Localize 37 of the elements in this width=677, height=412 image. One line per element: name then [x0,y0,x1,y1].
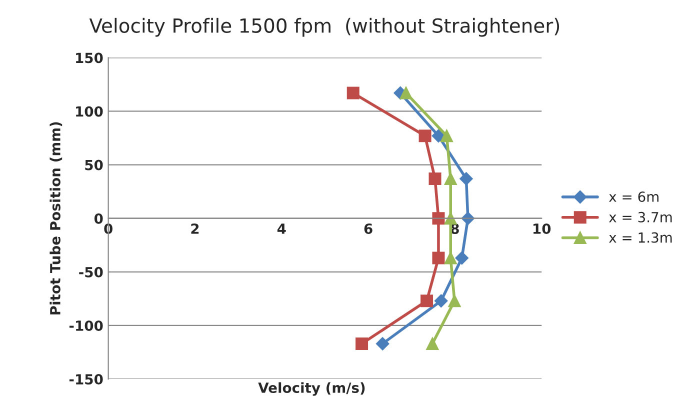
point [440,130,453,142]
legend-label: x = 6m [609,192,658,202]
point [444,252,457,264]
x-tick-label: 2 [191,223,199,234]
point [444,212,457,225]
point [448,294,461,308]
point [432,129,446,142]
point [460,172,473,186]
y-tick-label: -50 [79,266,103,278]
legend-label: x = 3.7m [609,212,672,222]
point [420,294,434,308]
x-tick-label: 6 [364,223,372,234]
point [444,172,457,185]
y-tick-label: 50 [85,160,103,170]
y-tick-label: -100 [69,320,103,331]
y-tick-label: 150 [76,52,103,64]
point [434,294,448,308]
point [432,252,445,264]
y-tick-label: 0 [94,213,103,224]
legend-label: x = 1.3m [609,232,672,243]
point [356,337,368,350]
point [426,337,439,350]
x-tick-label: 10 [534,223,551,234]
chart-title: Velocity Profile 1500 fpm (without Straightener) [89,18,560,37]
point [346,86,360,100]
x-axis-title: Velocity (m/s) [258,382,365,396]
point [418,130,432,142]
point [400,86,412,100]
x-tick-label: 4 [277,224,286,234]
y-tick-label: 100 [76,106,103,117]
y-tick-label: -150 [69,374,103,385]
point [428,172,442,185]
point [455,251,468,265]
y-axis-title: Pitot Tube Position (mm) [50,122,62,314]
x-tick-label: 0 [104,223,112,234]
point [376,337,390,350]
point [432,212,445,225]
